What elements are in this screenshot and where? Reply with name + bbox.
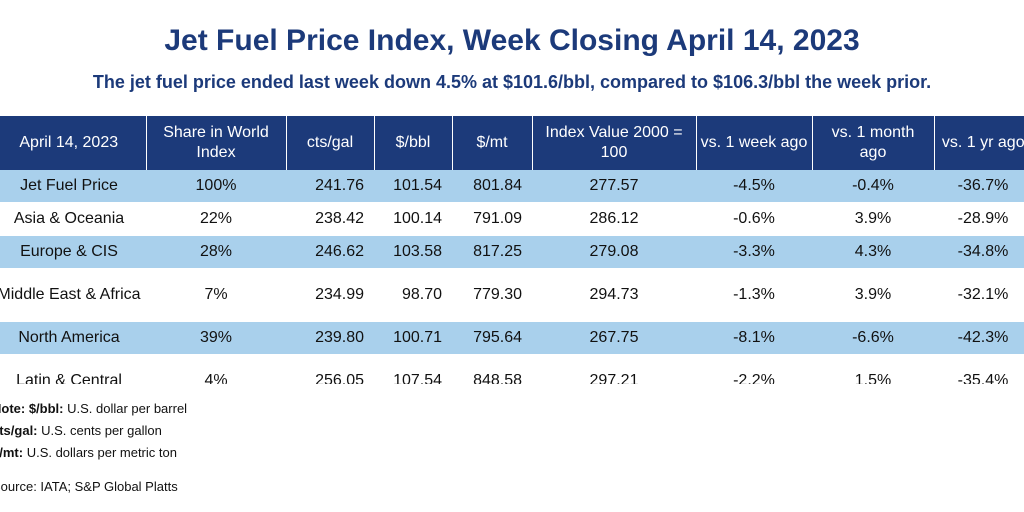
table-cell: 286.12 <box>532 202 696 236</box>
table-cell: 7% <box>146 268 286 322</box>
source-note: Source: IATA; S&P Global Platts <box>0 479 178 494</box>
column-header: Index Value 2000 = 100 <box>532 116 697 170</box>
column-header: $/mt <box>452 116 533 170</box>
table-cell: Europe & CIS <box>0 235 146 269</box>
page-subtitle: The jet fuel price ended last week down … <box>92 72 932 92</box>
table-cell: 239.80 <box>286 321 374 355</box>
table-cell: 22% <box>146 202 286 236</box>
price-table-container: April 14, 2023 Share in World Index cts/… <box>0 116 1024 384</box>
table-cell: -32.1% <box>934 268 1024 322</box>
column-header: cts/gal <box>286 116 375 170</box>
note-gal-text: U.S. cents per gallon <box>41 423 162 438</box>
table-cell: 3.9% <box>812 268 934 322</box>
table-row: Middle East & Africa 7% 234.99 98.70 779… <box>0 268 1024 322</box>
note-bbl-text: U.S. dollar per barrel <box>67 401 188 416</box>
table-row: Latin & Central 4% 256.05 107.54 848.58 … <box>0 354 1024 384</box>
table-cell: -6.6% <box>812 321 934 355</box>
table-row: Asia & Oceania 22% 238.42 100.14 791.09 … <box>0 202 1024 236</box>
column-header: vs. 1 yr ago <box>934 116 1024 170</box>
table-cell: 3.9% <box>812 202 934 236</box>
note-mt-text: U.S. dollars per metric ton <box>26 445 177 460</box>
table-cell: -34.8% <box>934 235 1024 269</box>
note-bbl: Note: $/bbl: U.S. dollar per barrel <box>0 398 187 420</box>
table-cell: 256.05 <box>286 354 374 384</box>
note-mt: $/mt: U.S. dollars per metric ton <box>0 442 187 464</box>
note-bbl-label: Note: $/bbl: <box>0 401 64 416</box>
table-cell: North America <box>0 321 146 355</box>
table-cell: -0.6% <box>696 202 812 236</box>
note-mt-label: $/mt: <box>0 445 24 460</box>
table-cell: 795.64 <box>452 321 532 355</box>
column-header: Share in World Index <box>146 116 287 170</box>
table-cell: 294.73 <box>532 268 696 322</box>
table-cell: Asia & Oceania <box>0 202 146 236</box>
table-row: North America 39% 239.80 100.71 795.64 2… <box>0 321 1024 355</box>
table-row: Jet Fuel Price 100% 241.76 101.54 801.84… <box>0 170 1024 203</box>
table-cell: 277.57 <box>532 170 696 203</box>
table-cell: 39% <box>146 321 286 355</box>
column-header: $/bbl <box>374 116 453 170</box>
note-gal: cts/gal: U.S. cents per gallon <box>0 420 187 442</box>
table-cell: 817.25 <box>452 235 532 269</box>
table-cell: -2.2% <box>696 354 812 384</box>
column-header: vs. 1 month ago <box>812 116 935 170</box>
footnotes: Note: $/bbl: U.S. dollar per barrel cts/… <box>0 398 187 498</box>
table-cell: -4.5% <box>696 170 812 203</box>
table-cell: 98.70 <box>374 268 452 322</box>
table-cell: Jet Fuel Price <box>0 170 146 203</box>
table-cell: 848.58 <box>452 354 532 384</box>
table-cell: 791.09 <box>452 202 532 236</box>
table-cell: 238.42 <box>286 202 374 236</box>
column-header: vs. 1 week ago <box>696 116 813 170</box>
table-cell: -42.3% <box>934 321 1024 355</box>
table-row: Europe & CIS 28% 246.62 103.58 817.25 27… <box>0 235 1024 269</box>
table-cell: 4.3% <box>812 235 934 269</box>
table-cell: 241.76 <box>286 170 374 203</box>
table-cell: Latin & Central <box>0 354 146 384</box>
table-cell: 103.58 <box>374 235 452 269</box>
table-header-row: April 14, 2023 Share in World Index cts/… <box>0 116 1024 170</box>
table-cell: 779.30 <box>452 268 532 322</box>
table-cell: 279.08 <box>532 235 696 269</box>
table-cell: 107.54 <box>374 354 452 384</box>
table-cell: -3.3% <box>696 235 812 269</box>
table-cell: 100.14 <box>374 202 452 236</box>
table-cell: 4% <box>146 354 286 384</box>
table-cell: -1.3% <box>696 268 812 322</box>
price-table: April 14, 2023 Share in World Index cts/… <box>0 116 1024 384</box>
table-cell: 28% <box>146 235 286 269</box>
table-cell: 297.21 <box>532 354 696 384</box>
table-cell: -28.9% <box>934 202 1024 236</box>
table-cell: Middle East & Africa <box>0 268 146 322</box>
note-gal-label: cts/gal: <box>0 423 38 438</box>
column-header: April 14, 2023 <box>0 116 147 170</box>
table-cell: 267.75 <box>532 321 696 355</box>
table-cell: 100.71 <box>374 321 452 355</box>
table-cell: 234.99 <box>286 268 374 322</box>
table-cell: -35.4% <box>934 354 1024 384</box>
table-cell: 101.54 <box>374 170 452 203</box>
table-cell: -36.7% <box>934 170 1024 203</box>
table-cell: 1.5% <box>812 354 934 384</box>
table-cell: 246.62 <box>286 235 374 269</box>
page-title: Jet Fuel Price Index, Week Closing April… <box>164 24 860 57</box>
table-cell: -0.4% <box>812 170 934 203</box>
table-cell: 801.84 <box>452 170 532 203</box>
table-cell: 100% <box>146 170 286 203</box>
table-cell: -8.1% <box>696 321 812 355</box>
